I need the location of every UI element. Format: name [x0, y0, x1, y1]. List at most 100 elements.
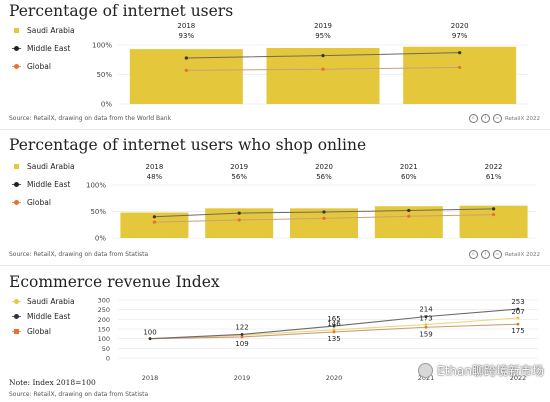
point-middle-east: [458, 51, 462, 55]
bar-value-label: 56%: [231, 173, 247, 181]
chart-3-legend: Saudi Arabia Middle East Global: [12, 297, 75, 342]
point-global: [407, 214, 411, 218]
chart-1-credit: c i = RetailX 2022: [468, 114, 540, 123]
point-global: [240, 335, 244, 339]
chart-1-source: Source: RetailX, drawing on data from th…: [9, 115, 172, 122]
point-middle-east: [516, 307, 520, 311]
legend-global: Global: [12, 198, 75, 216]
point-middle-east: [492, 207, 496, 211]
category-label: 2019: [230, 163, 248, 171]
chart-2-plot: 0% 50% 100% 2018 48% 2019 56% 2020 56% 2021 60% 202…: [86, 163, 536, 243]
point-saudi-arabia: [332, 328, 336, 332]
point-global: [492, 213, 496, 217]
data-label: 214: [419, 306, 433, 314]
category-label: 2020: [315, 163, 333, 171]
legend-saudi: Saudi Arabia: [12, 26, 75, 44]
bar-value-label: 48%: [147, 173, 163, 181]
point-global: [322, 216, 326, 220]
point-global: [424, 325, 428, 329]
y-tick-label: 100%: [86, 182, 106, 190]
y-tick-label: 50%: [96, 71, 112, 79]
point-middle-east: [152, 215, 156, 219]
watermark: Ethan聊跨境新市场: [418, 362, 544, 379]
legend-saudi: Saudi Arabia: [12, 297, 75, 312]
saudi-swatch-icon: [14, 299, 19, 304]
point-middle-east: [148, 337, 152, 341]
by-icon: i: [480, 114, 490, 123]
data-label: 159: [419, 330, 432, 338]
chart-1-title: Percentage of internet users: [9, 2, 234, 20]
y-tick-label: 50: [102, 345, 110, 353]
y-tick-label: 0%: [101, 101, 112, 109]
x-tick-label: 2022: [510, 374, 527, 382]
point-middle-east: [322, 210, 326, 214]
bar-value-label: 56%: [316, 173, 332, 181]
data-label: 207: [511, 308, 524, 316]
data-label: 109: [235, 340, 248, 348]
x-tick-label: 2021: [418, 374, 435, 382]
category-label: 2021: [400, 163, 418, 171]
divider: [0, 129, 550, 130]
divider: [0, 265, 550, 266]
point-middle-east: [237, 211, 241, 215]
legend-middle-east: Middle East: [12, 180, 75, 198]
point-middle-east: [407, 208, 411, 213]
category-label: 2022: [485, 163, 503, 171]
chart-2-title: Percentage of internet users who shop on…: [9, 136, 367, 154]
middle-east-swatch-icon: [14, 182, 19, 187]
legend-global: Global: [12, 62, 75, 80]
chart-2-credit: c i = RetailX 2022: [468, 250, 540, 259]
saudi-swatch-icon: [14, 164, 19, 169]
point-global: [237, 218, 241, 222]
category-label: 2019: [314, 22, 332, 30]
point-middle-east: [240, 333, 244, 336]
chart-3-note: Note: Index 2018=100: [9, 378, 96, 387]
chart-1-plot: 0% 50% 100% 2018 93% 2019 95% 2020 97%: [92, 22, 528, 109]
y-tick-label: 100%: [92, 42, 112, 50]
point-middle-east: [321, 54, 325, 58]
point-global: [152, 220, 156, 224]
point-global: [184, 68, 188, 72]
point-saudi-arabia: [516, 316, 520, 320]
point-middle-east: [424, 315, 428, 319]
data-label: 165: [327, 315, 340, 323]
data-label: 146: [327, 320, 341, 328]
nd-icon: =: [492, 250, 502, 259]
point-saudi-arabia: [424, 323, 428, 326]
bar-value-label: 97%: [452, 32, 468, 40]
y-tick-label: 0: [106, 355, 110, 363]
global-swatch-icon: [14, 200, 19, 205]
chart-1-legend: Saudi Arabia Middle East Global: [12, 26, 75, 80]
legend-middle-east: Middle East: [12, 312, 75, 327]
data-label: 122: [235, 323, 248, 331]
point-global: [332, 330, 336, 334]
data-label: 175: [511, 327, 524, 335]
nd-icon: =: [492, 114, 502, 123]
by-icon: i: [480, 250, 490, 259]
point-global: [321, 67, 325, 71]
chart-3-title: Ecommerce revenue Index: [9, 273, 220, 291]
data-label: 135: [327, 335, 340, 343]
cc-icon: c: [468, 114, 478, 123]
y-tick-label: 300: [98, 297, 110, 305]
middle-east-swatch-icon: [14, 46, 19, 51]
chart-3-source: Source: RetailX, drawing on data from St…: [9, 391, 149, 398]
point-middle-east: [184, 56, 188, 60]
bar-value-label: 61%: [486, 173, 502, 181]
legend-saudi: Saudi Arabia: [12, 162, 75, 180]
y-tick-label: 100: [98, 335, 110, 343]
bar-value-label: 60%: [401, 173, 417, 181]
y-tick-label: 0%: [95, 235, 106, 243]
y-tick-label: 50%: [90, 208, 106, 216]
cc-icon: c: [468, 250, 478, 259]
point-global: [516, 322, 520, 326]
global-swatch-icon: [14, 329, 19, 334]
legend-middle-east: Middle East: [12, 44, 75, 62]
category-label: 2020: [451, 22, 469, 30]
middle-east-swatch-icon: [14, 314, 19, 319]
y-tick-label: 150: [98, 326, 110, 334]
global-swatch-icon: [14, 64, 19, 69]
wechat-logo-icon: [418, 363, 434, 378]
category-label: 2018: [177, 22, 195, 30]
